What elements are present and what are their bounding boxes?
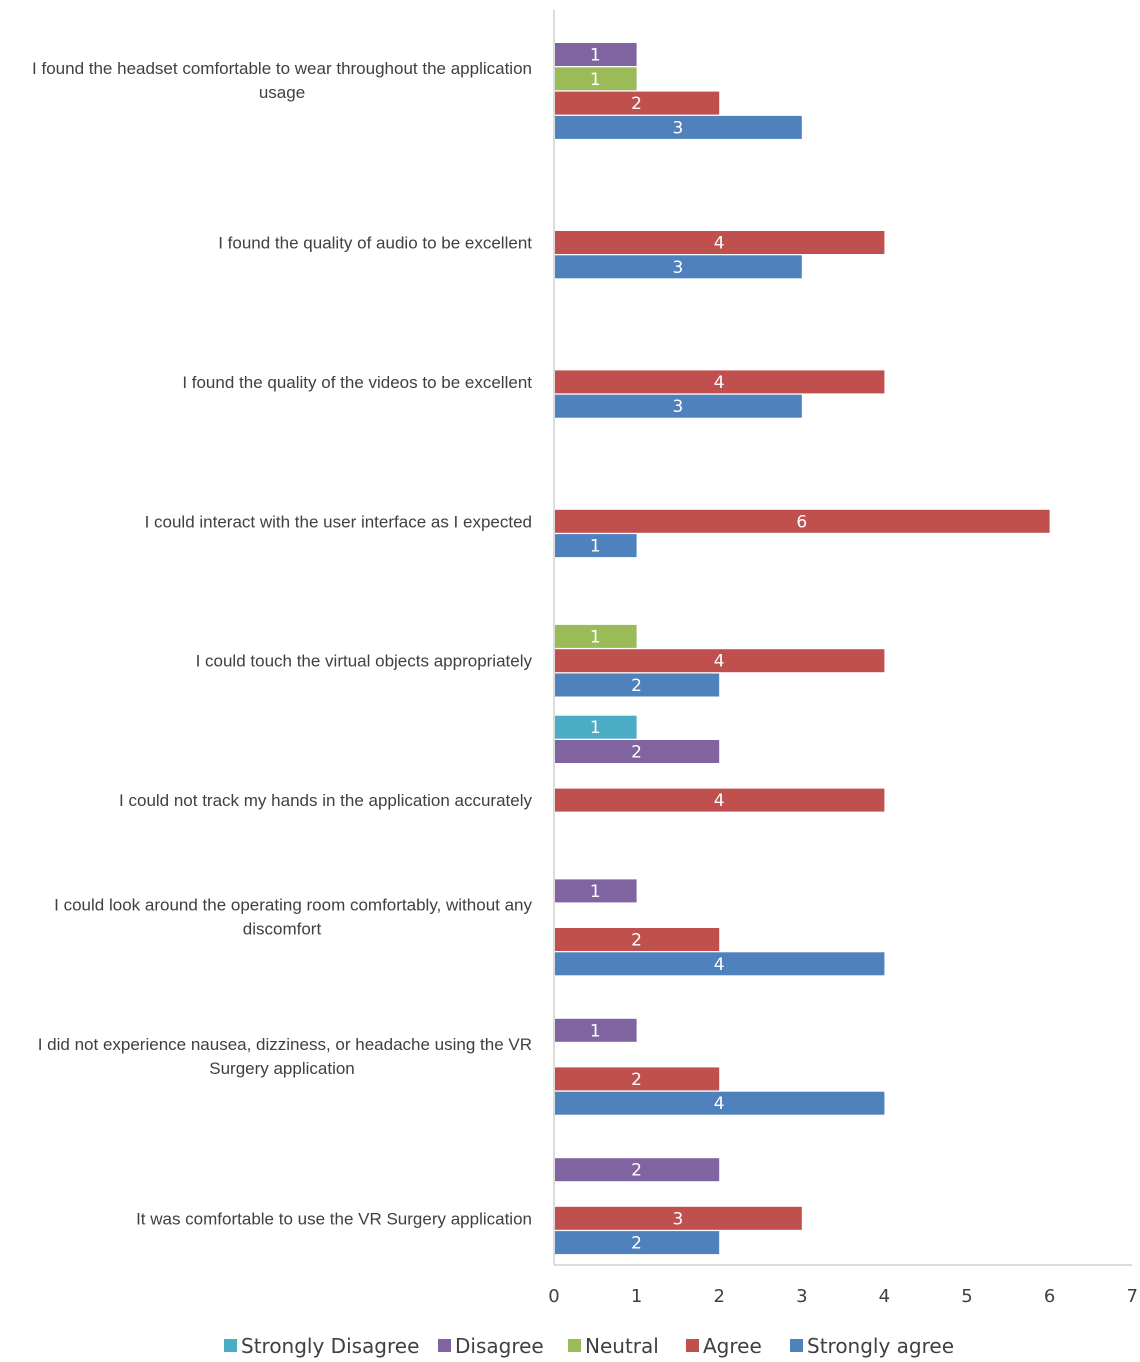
- question-label-line: I found the quality of the videos to be …: [182, 373, 532, 392]
- x-tick-label: 3: [796, 1286, 807, 1307]
- question-label-line: It was comfortable to use the VR Surgery…: [136, 1209, 532, 1228]
- question-label-line: I could not track my hands in the applic…: [119, 791, 532, 810]
- data-label: 1: [590, 537, 601, 557]
- question-label-line: I did not experience nausea, dizziness, …: [38, 1035, 532, 1054]
- data-label: 2: [631, 1234, 642, 1254]
- data-label: 3: [672, 397, 683, 417]
- data-label: 6: [796, 512, 807, 532]
- legend-label: Strongly Disagree: [241, 1334, 419, 1358]
- bar-strongly-agree: [555, 534, 637, 558]
- bar-agree: [555, 788, 885, 812]
- question-label-line: I found the headset comfortable to wear …: [32, 59, 532, 78]
- question-label-line: usage: [259, 83, 305, 102]
- bar-agree: [555, 91, 720, 115]
- data-label: 1: [590, 46, 601, 66]
- legend-item-agree: Agree: [686, 1334, 762, 1358]
- x-tick-label: 7: [1126, 1286, 1137, 1307]
- bar-neutral: [555, 67, 637, 91]
- bar-agree: [555, 928, 720, 951]
- data-label: 2: [631, 1070, 642, 1090]
- bar-strongly-agree: [555, 673, 720, 697]
- question-label: I could interact with the user interface…: [145, 512, 532, 531]
- question-label-line: Surgery application: [209, 1059, 355, 1078]
- question-label: I could look around the operating room c…: [54, 895, 532, 938]
- bar-disagree: [555, 879, 637, 903]
- question-label: I found the headset comfortable to wear …: [32, 59, 532, 102]
- bar-agree: [555, 1206, 802, 1230]
- data-label: 3: [672, 118, 683, 138]
- data-label: 2: [631, 743, 642, 763]
- legend-item-disagree: Disagree: [438, 1334, 544, 1358]
- data-label: 2: [631, 94, 642, 114]
- legend-label: Strongly agree: [807, 1334, 954, 1358]
- data-label: 2: [631, 931, 642, 951]
- question-label: It was comfortable to use the VR Surgery…: [136, 1209, 532, 1228]
- bar-disagree: [555, 1018, 637, 1042]
- data-label: 1: [590, 627, 601, 647]
- data-label: 4: [714, 234, 725, 254]
- bar-strongly-agree: [555, 115, 802, 139]
- legend-label: Neutral: [585, 1334, 659, 1358]
- data-label: 4: [714, 1094, 725, 1114]
- bar-disagree: [555, 1158, 720, 1182]
- legend-item-strongly-agree: Strongly agree: [790, 1334, 954, 1358]
- x-tick-label: 4: [879, 1286, 890, 1307]
- data-label: 4: [714, 791, 725, 811]
- legend: Strongly Disagree Disagree Neutral Agree Str…: [224, 1334, 954, 1358]
- question-label: I did not experience nausea, dizziness, …: [38, 1035, 532, 1078]
- x-tick-label: 0: [548, 1286, 559, 1307]
- legend-swatch: [790, 1339, 803, 1352]
- question-labels: I found the headset comfortable to wear …: [32, 59, 532, 1228]
- x-tick-label: 2: [713, 1286, 724, 1307]
- legend-swatch: [224, 1339, 237, 1352]
- x-tick-label: 5: [961, 1286, 972, 1307]
- question-label: I could touch the virtual objects approp…: [196, 652, 533, 671]
- bar-agree: [555, 231, 885, 254]
- bar-agree: [555, 509, 1050, 533]
- data-label: 2: [631, 676, 642, 696]
- bar-strongly-agree: [555, 1091, 885, 1115]
- x-axis: 0 1 2 3 4 5 6 7: [548, 10, 1138, 1307]
- x-tick-label: 6: [1044, 1286, 1055, 1307]
- question-label: I could not track my hands in the applic…: [119, 791, 532, 810]
- data-label: 1: [590, 70, 601, 90]
- bar-strongly-agree: [555, 255, 802, 279]
- data-label: 1: [590, 882, 601, 902]
- bar-strongly-disagree: [555, 715, 637, 739]
- data-label: 2: [631, 1161, 642, 1181]
- legend-swatch: [438, 1339, 451, 1352]
- data-label: 4: [714, 373, 725, 393]
- bar-strongly-agree: [555, 952, 885, 976]
- bar-agree: [555, 649, 885, 673]
- legend-item-neutral: Neutral: [568, 1334, 659, 1358]
- data-label: 3: [672, 1209, 683, 1229]
- data-label: 1: [590, 718, 601, 738]
- question-label-line: I could touch the virtual objects approp…: [196, 652, 533, 671]
- question-label: I found the quality of the videos to be …: [182, 373, 532, 392]
- data-label: 4: [714, 652, 725, 672]
- data-label: 4: [714, 955, 725, 975]
- bar-neutral: [555, 624, 637, 648]
- data-label: 1: [590, 1021, 601, 1041]
- question-label: I found the quality of audio to be excel…: [218, 234, 532, 253]
- x-tick-label: 1: [631, 1286, 642, 1307]
- legend-item-strongly-disagree: Strongly Disagree: [224, 1334, 419, 1358]
- bar-agree: [555, 370, 885, 394]
- question-label-line: I could interact with the user interface…: [145, 512, 532, 531]
- legend-label: Agree: [703, 1334, 762, 1358]
- bar-agree: [555, 1067, 720, 1091]
- legend-swatch: [686, 1339, 699, 1352]
- legend-swatch: [568, 1339, 581, 1352]
- legend-label: Disagree: [455, 1334, 544, 1358]
- bar-disagree: [555, 740, 720, 763]
- question-label-line: I could look around the operating room c…: [54, 895, 532, 914]
- bars: 1 1 2 3 4 3 4 3 6 1 1 4 2 1 2 4 1 2 4 1 2 4 2 3 2: [555, 43, 1050, 1255]
- bar-strongly-agree: [555, 1231, 720, 1255]
- question-label-line: I found the quality of audio to be excel…: [218, 234, 532, 253]
- bar-strongly-agree: [555, 394, 802, 418]
- bar-disagree: [555, 43, 637, 66]
- data-label: 3: [672, 258, 683, 278]
- question-label-line: discomfort: [243, 919, 322, 938]
